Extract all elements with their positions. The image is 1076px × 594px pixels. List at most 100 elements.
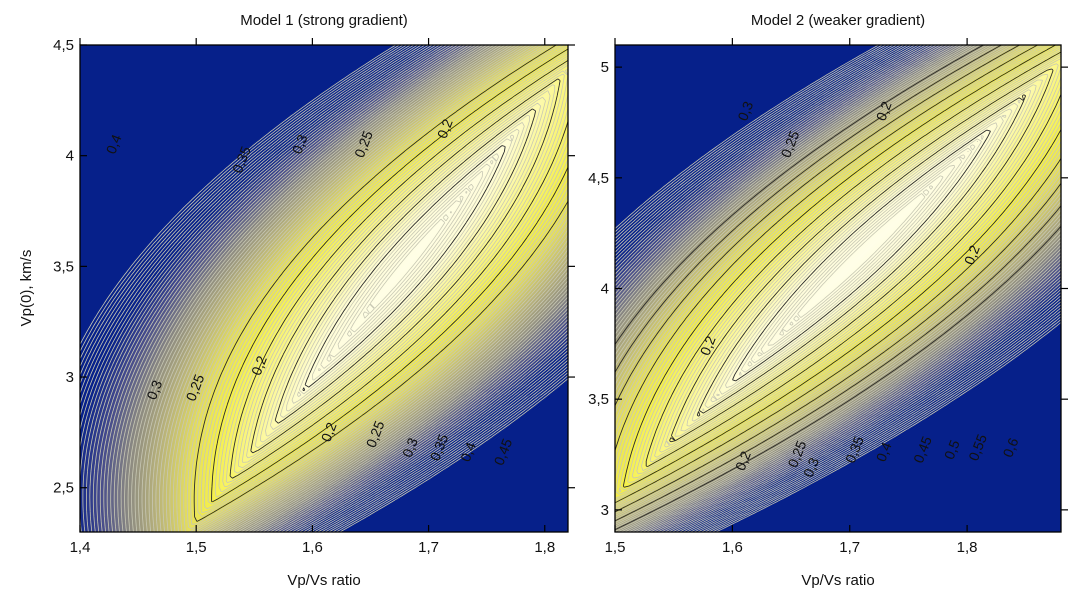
minor-contour-line-0-44 bbox=[615, 45, 1061, 502]
contour-label: 0,4 bbox=[873, 440, 895, 464]
minor-contour-line-0-85 bbox=[615, 45, 1061, 532]
minor-contour-line-0-84 bbox=[80, 45, 568, 532]
x-tick-label: 1,7 bbox=[839, 539, 860, 556]
y-tick-label: 4 bbox=[66, 148, 74, 165]
minor-contour-line-0-49 bbox=[179, 45, 568, 532]
minor-contour-line-0-77 bbox=[615, 45, 1061, 532]
minor-contour-line-0-19 bbox=[312, 153, 500, 381]
minor-contour-line-0-24 bbox=[279, 114, 530, 418]
minor-contour-line-0-73 bbox=[96, 45, 568, 532]
minor-contour-line-0-72 bbox=[99, 45, 568, 532]
chart-title-model-1: Model 1 (strong gradient) bbox=[240, 12, 408, 29]
minor-contour-line-0-48 bbox=[615, 45, 1061, 509]
minor-contour-line-0-37 bbox=[222, 55, 568, 487]
minor-contour-line-0-53 bbox=[166, 45, 568, 532]
plot-frame-model-1 bbox=[79, 44, 569, 533]
minor-contour-line-0-87 bbox=[80, 45, 568, 532]
minor-contour-line-0-55 bbox=[159, 45, 568, 532]
minor-contour-line-0-49 bbox=[615, 45, 1061, 511]
y-tick-label: 5 bbox=[601, 59, 609, 76]
minor-contour-line-0-29 bbox=[254, 84, 556, 449]
x-tick-label: 1,4 bbox=[70, 539, 91, 556]
y-tick-label: 3 bbox=[66, 369, 74, 386]
minor-contour-line-0-68 bbox=[113, 45, 568, 532]
minor-contour-line-0-67 bbox=[117, 45, 568, 532]
minor-contour-line-0-57 bbox=[152, 45, 568, 532]
x-tick-label: 1,8 bbox=[534, 539, 555, 556]
contour-label: 0,2 bbox=[248, 353, 270, 377]
minor-contour-line-0-43 bbox=[200, 45, 568, 513]
contour-line-0-55 bbox=[615, 45, 1061, 522]
minor-contour-line-0-62 bbox=[615, 45, 1061, 532]
minor-contour-line-0-15 bbox=[779, 175, 944, 336]
minor-contour-line-0-84 bbox=[615, 45, 1061, 532]
minor-contour-line-0-62 bbox=[134, 45, 568, 532]
minor-contour-line-0-31 bbox=[246, 73, 565, 459]
minor-contour-line-0-31 bbox=[664, 63, 1059, 448]
minor-contour-line-0-54 bbox=[615, 45, 1061, 520]
minor-contour-line-0-38 bbox=[631, 45, 1061, 479]
minor-contour-line-0-42 bbox=[204, 45, 568, 510]
minor-contour-line-0-27 bbox=[686, 84, 1037, 427]
minor-contour-line-0-52 bbox=[615, 45, 1061, 516]
contour-label: 0,5 bbox=[941, 437, 963, 461]
x-tick-label: 1,6 bbox=[722, 539, 743, 556]
y-tick-label: 4,5 bbox=[53, 37, 74, 54]
minor-contour-line-0-39 bbox=[627, 45, 1061, 483]
minor-contour-line-0-66 bbox=[615, 45, 1061, 532]
minor-contour-line-0-14 bbox=[362, 211, 452, 319]
minor-contour-line-0-76 bbox=[86, 45, 568, 532]
minor-contour-line-0-53 bbox=[615, 45, 1061, 518]
minor-contour-line-0-58 bbox=[148, 45, 568, 532]
contour-labels-model-1: 0,4 0,35 0,3 0,25 0,20,3 0,250,20,2 0,25 0,3 0,3… bbox=[103, 116, 516, 467]
y-axis-label-model-1: Vp(0), km/s bbox=[18, 250, 35, 327]
minor-contour-line-0-87 bbox=[615, 45, 1061, 532]
minor-contour-line-0-88 bbox=[80, 45, 568, 532]
minor-contour-line-0-83 bbox=[80, 45, 568, 532]
y-tick-label: 4,5 bbox=[588, 170, 609, 187]
contour-line-0-3 bbox=[669, 68, 1054, 443]
minor-contour-line-0-22 bbox=[716, 114, 1007, 397]
contour-lines-model-1 bbox=[80, 45, 568, 532]
minor-contour-line-0-43 bbox=[615, 45, 1061, 500]
contour-line-0-35 bbox=[229, 60, 568, 479]
minor-contour-line-0-82 bbox=[615, 45, 1061, 532]
contour-label: 0,2 bbox=[434, 116, 456, 140]
minor-contour-line-0-71 bbox=[103, 45, 568, 532]
minor-contour-line-0-41 bbox=[207, 46, 568, 505]
x-tick-label: 1,6 bbox=[302, 539, 323, 556]
x-axis-label-model-2: Vp/Vs ratio bbox=[801, 572, 874, 589]
contour-line-0-6 bbox=[615, 45, 1061, 531]
minor-contour-line-0-74 bbox=[92, 45, 568, 532]
minor-contour-line-0-44 bbox=[197, 45, 568, 518]
contour-label: 0,2 bbox=[961, 243, 983, 267]
x-tick-label: 1,5 bbox=[186, 539, 207, 556]
minor-contour-line-0-7 bbox=[615, 45, 1061, 532]
contour-label: 0,3 bbox=[289, 132, 311, 156]
minor-contour-line-0-73 bbox=[615, 45, 1061, 532]
minor-contour-line-0-69 bbox=[615, 45, 1061, 532]
x-tick-label: 1,5 bbox=[605, 539, 626, 556]
minor-contour-line-0-15 bbox=[346, 191, 468, 337]
minor-contour-line-0-17 bbox=[754, 150, 969, 360]
minor-contour-line-0-61 bbox=[615, 45, 1061, 532]
minor-contour-line-0-56 bbox=[615, 45, 1061, 524]
minor-contour-line-0-71 bbox=[615, 45, 1061, 532]
minor-contour-line-0-32 bbox=[659, 58, 1061, 453]
minor-contour-line-0-63 bbox=[615, 45, 1061, 532]
contour-label: 0,2 bbox=[318, 420, 340, 444]
x-tick-label: 1,8 bbox=[957, 539, 978, 556]
minor-contour-line-0-7 bbox=[106, 45, 568, 532]
minor-contour-line-0-33 bbox=[654, 55, 1061, 458]
minor-contour-line-0-52 bbox=[169, 45, 568, 532]
contour-line-0-25 bbox=[696, 94, 1027, 417]
minor-contour-line-0-81 bbox=[615, 45, 1061, 532]
contour-line-0-5 bbox=[615, 45, 1061, 513]
minor-contour-line-0-8 bbox=[615, 45, 1061, 532]
minor-contour-line-0-67 bbox=[615, 45, 1061, 532]
x-tick-label: 1,7 bbox=[418, 539, 439, 556]
minor-contour-line-0-8 bbox=[80, 45, 568, 532]
y-tick-label: 2,5 bbox=[53, 480, 74, 497]
minor-contour-line-0-47 bbox=[186, 45, 568, 530]
minor-contour-line-0-69 bbox=[110, 45, 568, 532]
